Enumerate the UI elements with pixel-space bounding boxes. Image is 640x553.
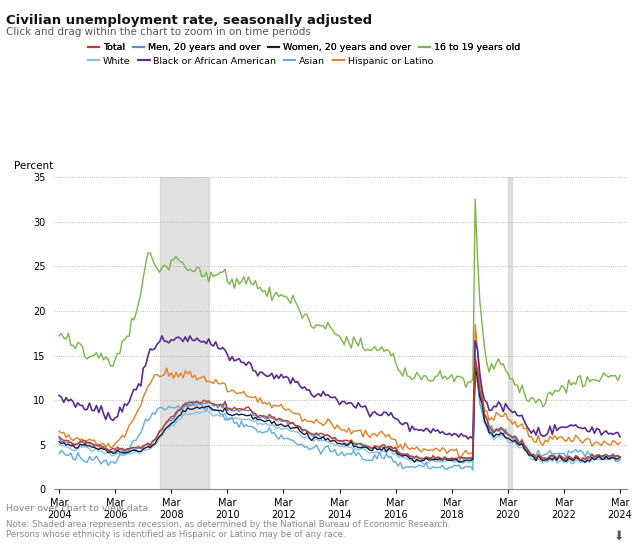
Text: Hover over chart to view data.: Hover over chart to view data. (6, 504, 152, 513)
Legend: White, Black or African American, Asian, Hispanic or Latino: White, Black or African American, Asian,… (88, 57, 433, 66)
Text: ⬇: ⬇ (614, 530, 624, 543)
Bar (159, 177, 209, 489)
Text: Note: Shaded area represents recession, as determined by the National Bureau of : Note: Shaded area represents recession, … (6, 520, 451, 539)
Legend: Total, Men, 20 years and over, Women, 20 years and over, 16 to 19 years old: Total, Men, 20 years and over, Women, 20… (88, 44, 520, 53)
Text: Percent: Percent (14, 161, 54, 171)
Bar (508, 177, 513, 489)
Text: Civilian unemployment rate, seasonally adjusted: Civilian unemployment rate, seasonally a… (6, 14, 372, 27)
Text: Click and drag within the chart to zoom in on time periods: Click and drag within the chart to zoom … (6, 27, 311, 36)
